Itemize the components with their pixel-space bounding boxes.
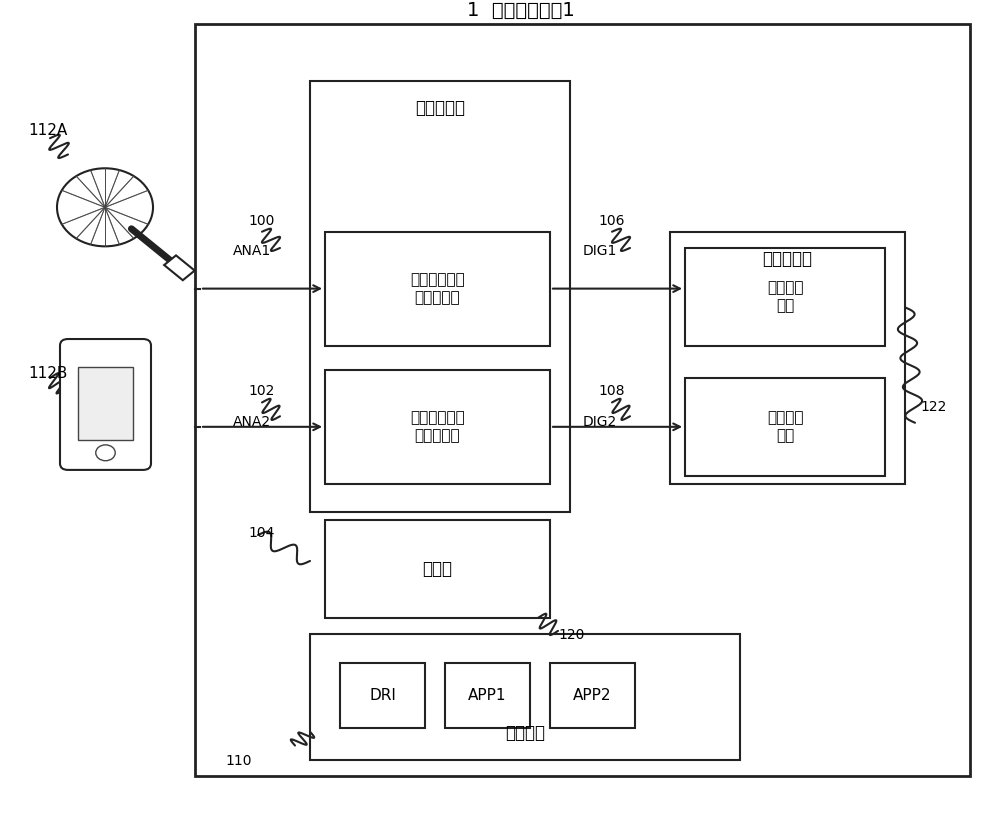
Text: 暂存器: 暂存器 xyxy=(422,560,452,578)
Text: 102: 102 xyxy=(248,385,274,398)
Text: 第一类比至数
位转换模组: 第一类比至数 位转换模组 xyxy=(410,272,465,305)
FancyBboxPatch shape xyxy=(325,370,550,484)
Text: DIG1: DIG1 xyxy=(583,244,617,258)
Text: 第一存取
模组: 第一存取 模组 xyxy=(767,280,803,313)
FancyBboxPatch shape xyxy=(445,663,530,728)
FancyBboxPatch shape xyxy=(195,24,970,776)
Text: 120: 120 xyxy=(558,628,584,641)
Text: DRI: DRI xyxy=(369,688,396,702)
FancyBboxPatch shape xyxy=(60,339,151,470)
FancyBboxPatch shape xyxy=(164,255,195,280)
Text: APP1: APP1 xyxy=(468,688,507,702)
FancyBboxPatch shape xyxy=(550,663,635,728)
FancyBboxPatch shape xyxy=(685,378,885,476)
FancyBboxPatch shape xyxy=(78,367,133,440)
Text: 1  音讯处理装置1: 1 音讯处理装置1 xyxy=(467,2,574,20)
Text: DIG2: DIG2 xyxy=(583,415,617,428)
Text: 122: 122 xyxy=(920,399,946,414)
Text: 编解码单元: 编解码单元 xyxy=(415,99,465,117)
Text: 112B: 112B xyxy=(28,367,67,381)
Text: APP2: APP2 xyxy=(573,688,612,702)
Text: 音讯控制器: 音讯控制器 xyxy=(763,250,813,267)
Text: ANA1: ANA1 xyxy=(233,244,271,258)
FancyBboxPatch shape xyxy=(325,232,550,346)
FancyBboxPatch shape xyxy=(670,232,905,484)
Text: 第二存取
模组: 第二存取 模组 xyxy=(767,411,803,443)
FancyBboxPatch shape xyxy=(340,663,425,728)
FancyBboxPatch shape xyxy=(310,634,740,760)
Text: 第二类比至数
位转换模组: 第二类比至数 位转换模组 xyxy=(410,411,465,443)
FancyBboxPatch shape xyxy=(325,520,550,618)
Text: 104: 104 xyxy=(248,525,274,540)
Text: 112A: 112A xyxy=(28,123,67,137)
Text: 处理模组: 处理模组 xyxy=(505,724,545,742)
Text: ANA2: ANA2 xyxy=(233,415,271,428)
Text: 106: 106 xyxy=(598,214,624,228)
Text: 100: 100 xyxy=(248,214,274,228)
Text: 108: 108 xyxy=(598,385,624,398)
Text: 110: 110 xyxy=(225,754,252,768)
FancyBboxPatch shape xyxy=(310,81,570,512)
FancyBboxPatch shape xyxy=(685,248,885,346)
